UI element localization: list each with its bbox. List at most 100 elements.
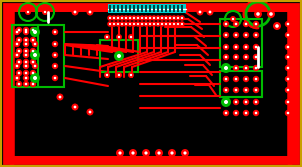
Circle shape: [223, 21, 229, 27]
Circle shape: [137, 23, 139, 25]
Circle shape: [254, 10, 262, 18]
Circle shape: [225, 56, 227, 58]
Circle shape: [221, 63, 231, 73]
Circle shape: [30, 50, 40, 60]
Circle shape: [121, 23, 123, 25]
Circle shape: [23, 37, 29, 43]
Circle shape: [255, 89, 257, 91]
Circle shape: [34, 77, 36, 79]
Circle shape: [287, 34, 289, 36]
Circle shape: [285, 110, 291, 116]
Circle shape: [181, 149, 189, 157]
Circle shape: [155, 15, 161, 21]
Circle shape: [225, 34, 227, 36]
Circle shape: [128, 72, 134, 78]
Circle shape: [109, 23, 111, 25]
Circle shape: [177, 23, 179, 25]
Circle shape: [235, 46, 237, 48]
Circle shape: [127, 21, 133, 27]
Circle shape: [233, 87, 239, 93]
Circle shape: [175, 21, 181, 27]
Circle shape: [253, 110, 259, 116]
Circle shape: [255, 67, 257, 69]
Circle shape: [74, 11, 76, 13]
Circle shape: [116, 149, 124, 157]
Circle shape: [30, 81, 36, 87]
Circle shape: [144, 151, 148, 155]
Circle shape: [25, 83, 27, 85]
Circle shape: [16, 27, 22, 33]
Circle shape: [285, 32, 291, 38]
Circle shape: [32, 39, 34, 41]
Circle shape: [243, 76, 249, 82]
Circle shape: [142, 149, 150, 157]
Circle shape: [16, 54, 18, 56]
Circle shape: [255, 112, 257, 114]
Circle shape: [145, 23, 147, 25]
Circle shape: [233, 21, 239, 27]
Circle shape: [253, 32, 259, 38]
Circle shape: [223, 87, 229, 93]
Bar: [113, 5, 115, 12]
Circle shape: [16, 65, 18, 67]
Circle shape: [133, 17, 135, 19]
Circle shape: [224, 66, 228, 70]
Circle shape: [179, 15, 185, 21]
Bar: [220, 19, 262, 67]
Circle shape: [86, 109, 94, 116]
Circle shape: [233, 99, 239, 105]
Circle shape: [30, 27, 36, 33]
Circle shape: [16, 48, 22, 54]
Circle shape: [30, 37, 36, 43]
Circle shape: [74, 106, 76, 108]
Circle shape: [129, 23, 131, 25]
Circle shape: [253, 87, 259, 93]
Bar: [173, 5, 175, 12]
Circle shape: [54, 77, 56, 79]
Circle shape: [23, 52, 29, 58]
Bar: [149, 5, 151, 12]
Circle shape: [209, 11, 211, 13]
Circle shape: [16, 70, 22, 76]
Circle shape: [167, 15, 173, 21]
Circle shape: [109, 17, 111, 19]
Circle shape: [16, 31, 18, 33]
Circle shape: [125, 23, 127, 25]
Circle shape: [157, 23, 159, 25]
Circle shape: [54, 54, 56, 56]
Circle shape: [131, 151, 135, 155]
Circle shape: [181, 17, 183, 19]
Bar: [125, 5, 127, 12]
Circle shape: [223, 44, 229, 50]
Circle shape: [255, 34, 257, 36]
Circle shape: [123, 15, 129, 21]
Circle shape: [155, 21, 161, 27]
Circle shape: [130, 74, 132, 76]
Circle shape: [151, 21, 157, 27]
Circle shape: [151, 15, 157, 21]
Circle shape: [52, 41, 58, 47]
Circle shape: [117, 17, 119, 19]
Circle shape: [223, 54, 229, 60]
Circle shape: [287, 67, 289, 69]
Circle shape: [30, 48, 36, 54]
Bar: [290, 4, 298, 163]
Circle shape: [285, 76, 291, 82]
Circle shape: [223, 99, 229, 105]
Circle shape: [243, 32, 249, 38]
Circle shape: [233, 76, 239, 82]
Circle shape: [233, 54, 239, 60]
Bar: [12, 25, 64, 87]
Circle shape: [253, 65, 259, 71]
Circle shape: [139, 21, 145, 27]
Circle shape: [131, 15, 137, 21]
Circle shape: [287, 89, 289, 91]
Circle shape: [118, 74, 120, 76]
Circle shape: [23, 81, 29, 87]
Circle shape: [135, 21, 141, 27]
Circle shape: [30, 59, 36, 65]
Circle shape: [224, 100, 228, 104]
Circle shape: [42, 9, 48, 15]
Circle shape: [106, 74, 108, 76]
Bar: [161, 5, 163, 12]
